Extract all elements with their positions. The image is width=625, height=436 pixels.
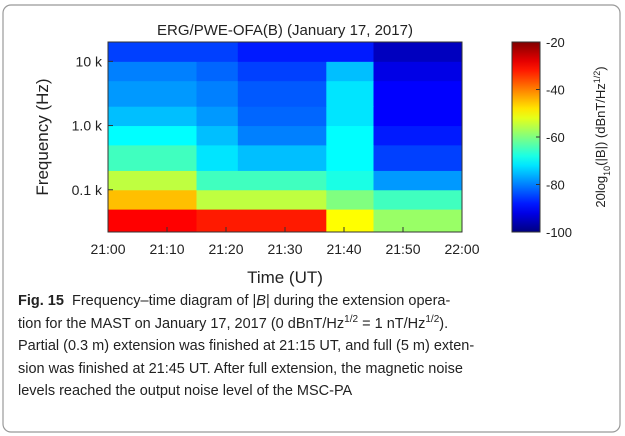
- heatmap-cell: [108, 61, 197, 82]
- chart-title: ERG/PWE-OFA(B) (January 17, 2017): [157, 22, 413, 39]
- colorbar-label-part: 10: [602, 166, 612, 176]
- colorbar-label-part: 1/2: [592, 71, 602, 84]
- heatmap-cell: [108, 189, 197, 210]
- colorbar-tick-label: -40: [546, 83, 565, 98]
- heatmap-cell: [237, 125, 327, 146]
- heatmap-cell: [326, 80, 374, 107]
- heatmap-cell: [373, 125, 463, 146]
- colorbar-label-part: (|B|) (dBnT/Hz: [593, 83, 608, 166]
- heatmap-cell: [373, 80, 463, 107]
- heatmap-cell: [326, 189, 374, 210]
- colorbar-tick-label: -100: [546, 225, 572, 240]
- colorbar-tick-label: -60: [546, 130, 565, 145]
- heatmap-cell: [237, 80, 327, 107]
- caption-text: tion for the MAST on January 17, 2017 (0…: [18, 315, 345, 332]
- heatmap-cell: [108, 80, 197, 107]
- y-tick-label: 0.1 k: [72, 182, 103, 198]
- heatmap-cell: [326, 125, 374, 146]
- heatmap-cell: [237, 106, 327, 127]
- y-tick-label: 1.0 k: [72, 118, 103, 134]
- heatmap-cell: [196, 125, 239, 146]
- caption-text: Frequency–time diagram of |: [72, 293, 257, 309]
- caption: Fig. 15 Frequency–time diagram of |B| du…: [18, 290, 618, 403]
- heatmap-cell: [326, 106, 374, 127]
- heatmap-cell: [196, 42, 239, 62]
- heatmap-cell: [237, 42, 327, 62]
- heatmap-cell: [373, 209, 463, 233]
- caption-text: Partial (0.3 m) extension was finished a…: [18, 338, 475, 354]
- heatmap-cell: [196, 80, 239, 107]
- heatmap-cell: [326, 170, 374, 191]
- heatmap-cell: [108, 170, 197, 191]
- heatmap-cell: [108, 106, 197, 127]
- heatmap-cell: [237, 189, 327, 210]
- x-tick-label: 21:40: [326, 241, 361, 257]
- caption-text: | during the extension opera-: [265, 293, 451, 309]
- caption-label: Fig. 15: [18, 293, 64, 309]
- y-axis-label: Frequency (Hz): [33, 78, 52, 195]
- colorbar-label: 20log10(|B|) (dBnT/Hz1/2): [592, 66, 612, 207]
- caption-text: 1/2: [425, 313, 440, 325]
- heatmap-cell: [196, 144, 239, 171]
- caption-text: sion was finished at 21:45 UT. After ful…: [18, 360, 463, 377]
- x-tick-label: 21:00: [90, 241, 125, 257]
- heatmap-cell: [108, 144, 197, 171]
- heatmap-cell: [196, 106, 239, 127]
- frame: [2, 4, 621, 433]
- heatmap-cell: [373, 144, 463, 171]
- heatmap-cell: [373, 61, 463, 82]
- caption-text: 1/2: [344, 313, 359, 325]
- heatmap-cell: [326, 209, 374, 233]
- caption-text: = 1 nT/Hz: [358, 315, 426, 332]
- heatmap-cell: [108, 42, 197, 62]
- heatmap-cell: [373, 106, 463, 127]
- heatmap-cell: [326, 42, 374, 62]
- heatmap-cell: [373, 189, 463, 210]
- x-tick-label: 21:10: [149, 241, 184, 257]
- heatmap-cell: [108, 125, 197, 146]
- x-axis-label: Time (UT): [247, 268, 323, 287]
- heatmap-cell: [373, 42, 463, 62]
- colorbar-tick-label: -20: [546, 35, 565, 50]
- x-tick-label: 21:50: [385, 241, 420, 257]
- heatmap-cell: [326, 61, 374, 82]
- x-tick-label: 21:30: [267, 241, 302, 257]
- x-tick-label: 21:20: [208, 241, 243, 257]
- heatmap-cell: [237, 144, 327, 171]
- heatmap-cell: [237, 170, 327, 191]
- caption-text: B: [256, 293, 266, 309]
- y-tick-label: 10 k: [76, 53, 103, 69]
- colorbar: [511, 41, 541, 233]
- heatmap-cell: [196, 189, 239, 210]
- caption-text: ).: [439, 315, 449, 332]
- heatmap-cell: [108, 209, 197, 233]
- heatmap-cell: [237, 209, 327, 233]
- heatmap-cell: [196, 209, 239, 233]
- colorbar-label-part: ): [593, 66, 608, 70]
- x-tick-label: 22:00: [444, 241, 479, 257]
- heatmap-cell: [237, 61, 327, 82]
- heatmap-cell: [326, 144, 374, 171]
- heatmap-cell: [196, 170, 239, 191]
- caption-text: levels reached the output noise level of…: [18, 383, 353, 399]
- colorbar-label-part: 20log: [593, 176, 608, 208]
- colorbar-tick-label: -80: [546, 178, 565, 193]
- heatmap-cell: [373, 170, 463, 191]
- heatmap-cell: [196, 61, 239, 82]
